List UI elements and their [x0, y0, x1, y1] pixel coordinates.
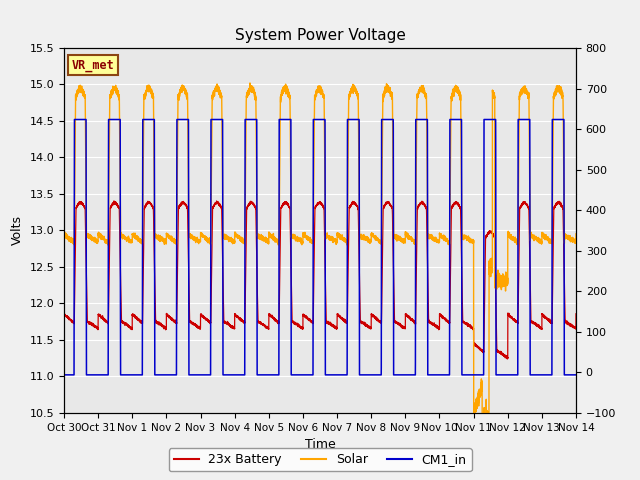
Text: VR_met: VR_met — [72, 59, 115, 72]
Legend: 23x Battery, Solar, CM1_in: 23x Battery, Solar, CM1_in — [168, 448, 472, 471]
Y-axis label: Volts: Volts — [11, 216, 24, 245]
X-axis label: Time: Time — [305, 438, 335, 451]
Title: System Power Voltage: System Power Voltage — [235, 28, 405, 43]
